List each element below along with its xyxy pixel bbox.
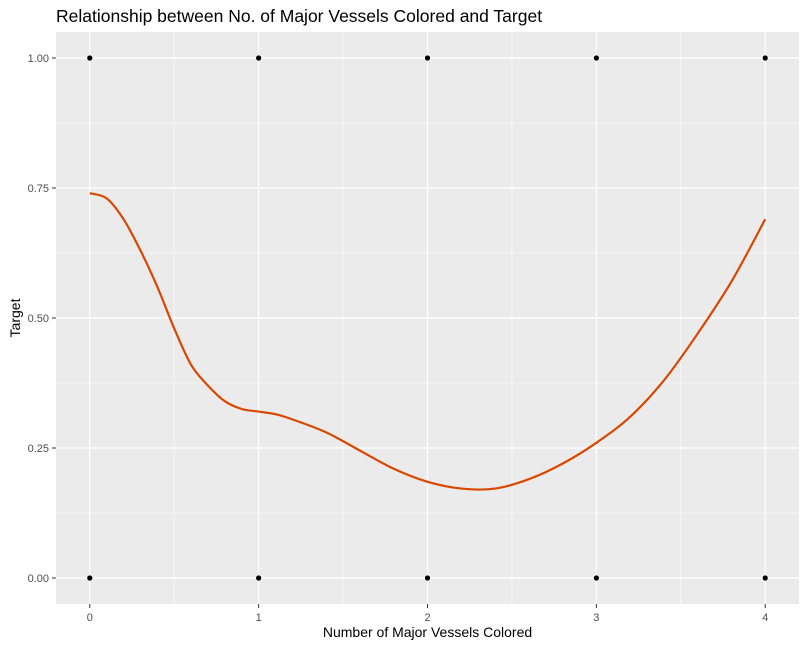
y-tick-label: 0.50	[28, 313, 49, 325]
y-tick-label: 0.00	[28, 573, 49, 585]
x-tick-label: 2	[424, 612, 430, 624]
data-point	[256, 575, 262, 581]
y-axis-title: Target	[7, 298, 23, 337]
y-tick-label: 1.00	[28, 53, 49, 65]
x-tick-label: 3	[593, 612, 599, 624]
x-axis-title: Number of Major Vessels Colored	[323, 624, 532, 640]
y-tick-label: 0.25	[28, 443, 49, 455]
x-tick-label: 4	[762, 612, 768, 624]
x-tick-label: 1	[256, 612, 262, 624]
y-axis: 0.00 0.25 0.50 0.75 1.00	[28, 53, 56, 585]
chart-title: Relationship between No. of Major Vessel…	[56, 6, 543, 26]
data-point	[424, 575, 431, 581]
data-point	[424, 55, 431, 61]
data-point	[593, 575, 599, 581]
x-axis: 0 1 2 3 4	[87, 604, 768, 624]
y-tick-label: 0.75	[28, 183, 49, 195]
x-tick-label: 0	[87, 612, 93, 624]
data-point	[762, 575, 768, 581]
data-point	[87, 575, 93, 581]
points-layer	[87, 55, 768, 581]
data-point	[87, 55, 93, 61]
data-point	[256, 55, 262, 61]
smooth-line	[89, 192, 767, 491]
data-point	[762, 55, 768, 61]
data-point	[593, 55, 599, 61]
